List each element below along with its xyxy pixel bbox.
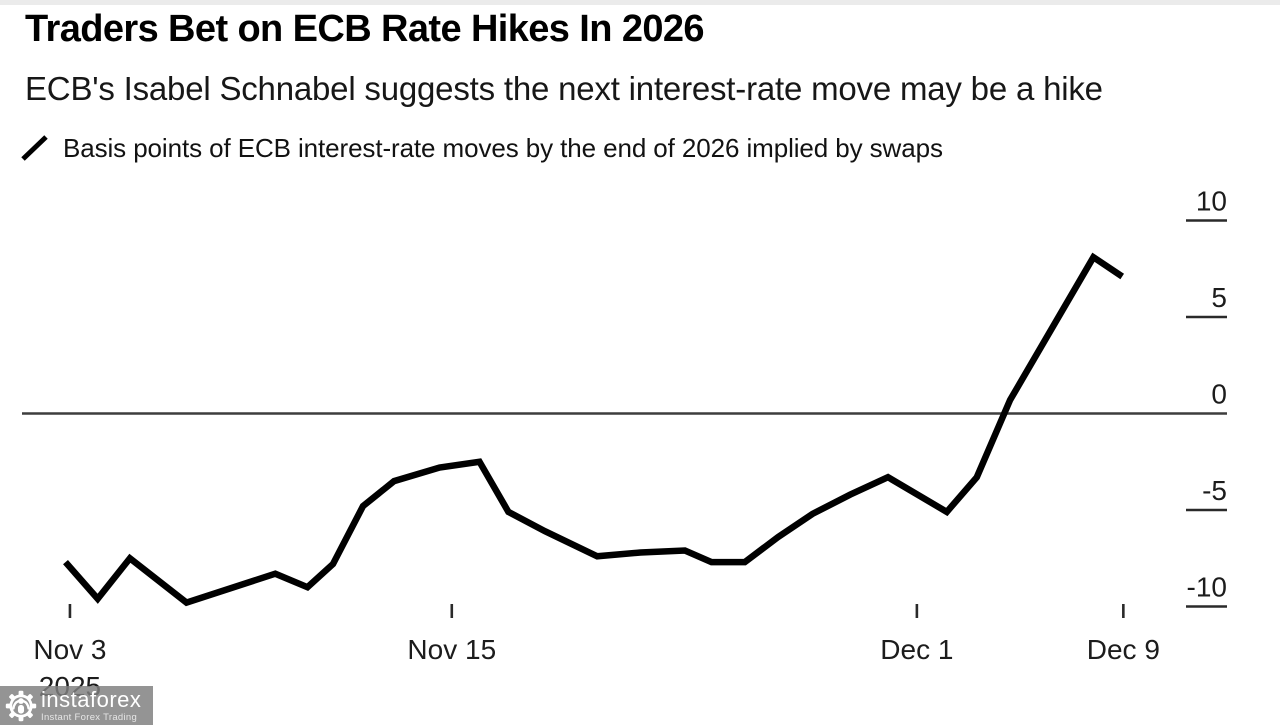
- x-tick-label: Dec 1: [880, 634, 953, 665]
- y-tick-label: 10: [1196, 186, 1227, 217]
- instaforex-logo-icon: [5, 690, 37, 721]
- y-tick-label: -5: [1202, 475, 1227, 506]
- y-tick-label: 5: [1211, 282, 1227, 313]
- legend-label: Basis points of ECB interest-rate moves …: [63, 132, 943, 163]
- watermark-tagline: Instant Forex Trading: [41, 711, 138, 723]
- x-tick-label: Nov 3: [33, 634, 106, 665]
- chart-title: Traders Bet on ECB Rate Hikes In 2026: [25, 8, 705, 50]
- y-tick-label: 0: [1211, 379, 1227, 410]
- x-tick-label: Dec 9: [1087, 634, 1160, 665]
- y-tick-label: -10: [1187, 572, 1227, 603]
- legend: Basis points of ECB interest-rate moves …: [20, 131, 943, 165]
- image-top-edge: [0, 0, 1280, 5]
- x-tick-label: Nov 15: [407, 634, 496, 665]
- chart-subtitle: ECB's Isabel Schnabel suggests the next …: [25, 70, 1103, 107]
- watermark: instaforex Instant Forex Trading: [0, 686, 153, 725]
- line-series-icon: [21, 135, 48, 161]
- watermark-brand: instaforex: [41, 686, 142, 712]
- series-line: [63, 252, 1125, 607]
